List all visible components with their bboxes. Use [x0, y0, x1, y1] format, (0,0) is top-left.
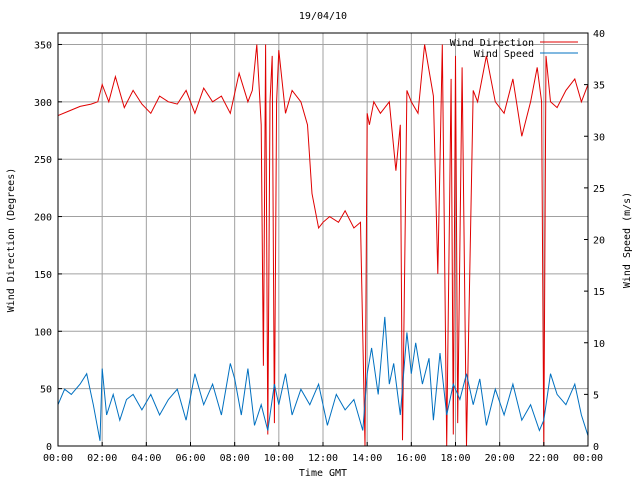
x-tick-label: 22:00 [529, 453, 559, 464]
axis-layer: 00:00 02:00 04:00 06:00 08:00 10:00 12:00 14:00… [34, 29, 605, 464]
x-tick-label: 12:00 [308, 453, 338, 464]
y-right-tick-label: 25 [593, 184, 605, 195]
y-right-tick-label: 15 [593, 287, 605, 298]
series-line-wind-speed [57, 316, 589, 441]
x-tick-label: 00:00 [43, 453, 73, 464]
y-left-tick-label: 100 [34, 327, 52, 338]
y-left-tick-label: 350 [34, 40, 52, 51]
legend-label-wind-speed: Wind Speed [474, 49, 534, 60]
x-tick-label: 02:00 [87, 453, 117, 464]
y-right-tick-label: 5 [593, 390, 599, 401]
y-axis-left-label: Wind Direction (Degrees) [6, 168, 17, 313]
y-left-tick-label: 50 [40, 385, 52, 396]
y-right-tick-label: 0 [593, 442, 599, 453]
y-right-tick-label: 20 [593, 236, 605, 247]
y-right-tick-label: 10 [593, 339, 605, 350]
x-tick-label: 00:00 [573, 453, 603, 464]
chart-title: 19/04/10 [299, 11, 347, 22]
legend: Wind Direction Wind Speed [450, 38, 578, 60]
y-right-tick-label: 35 [593, 81, 605, 92]
x-tick-label: 16:00 [396, 453, 426, 464]
x-axis-label: Time GMT [299, 468, 347, 479]
series-layer [57, 44, 589, 447]
x-tick-label: 10:00 [264, 453, 294, 464]
y-left-tick-label: 250 [34, 155, 52, 166]
x-tick-label: 06:00 [175, 453, 205, 464]
x-tick-label: 18:00 [440, 453, 470, 464]
y-left-tick-label: 150 [34, 270, 52, 281]
x-tick-label: 20:00 [485, 453, 515, 464]
legend-label-wind-direction: Wind Direction [450, 38, 534, 49]
y-left-tick-label: 200 [34, 213, 52, 224]
series-line-wind-direction [57, 44, 589, 447]
y-axis-right-label: Wind Speed (m/s) [622, 192, 633, 288]
x-tick-label: 04:00 [131, 453, 161, 464]
x-tick-label: 14:00 [352, 453, 382, 464]
x-tick-label: 08:00 [220, 453, 250, 464]
y-left-tick-label: 300 [34, 98, 52, 109]
y-left-tick-label: 0 [46, 442, 52, 453]
y-right-tick-label: 40 [593, 29, 605, 40]
y-right-tick-label: 30 [593, 132, 605, 143]
